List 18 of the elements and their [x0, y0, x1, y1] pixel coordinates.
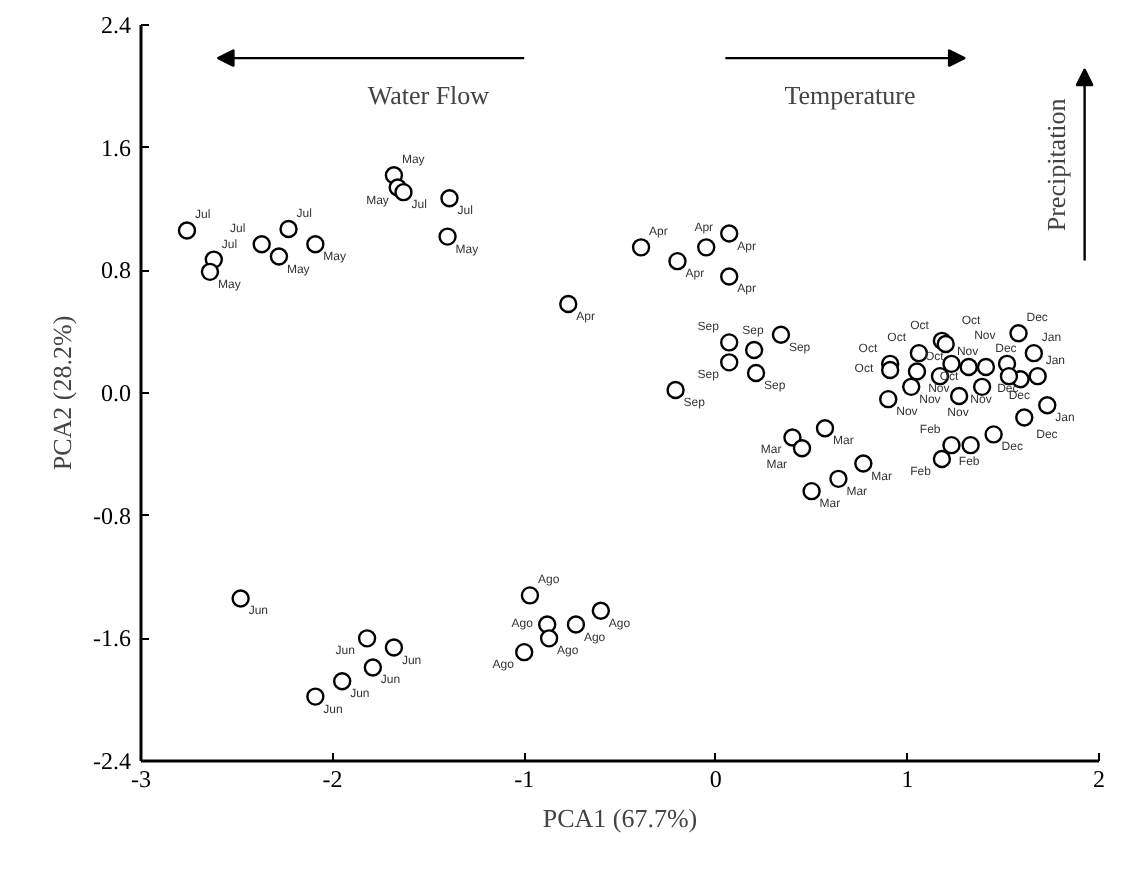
x-axis-title: PCA1 (67.7%) — [542, 803, 698, 833]
y-tick-label: 0.8 — [101, 256, 131, 285]
annotation: Temperature — [784, 79, 916, 110]
y-axis-title: PCA2 (28.2%) — [47, 315, 78, 471]
y-tick-label: -0.8 — [93, 501, 132, 530]
y-tick-label: -2.4 — [93, 747, 132, 775]
x-tick-label: 0 — [709, 765, 722, 793]
x-tick-label: -3 — [131, 765, 151, 793]
x-tick-label: -1 — [514, 765, 535, 793]
x-tick-label: 2 — [1093, 765, 1105, 793]
annotation: Water Flow — [367, 79, 491, 110]
y-tick-label: 1.6 — [101, 133, 131, 162]
annotation: Precipitation — [1040, 97, 1071, 232]
y-tick-label: 0.0 — [101, 379, 131, 407]
y-tick-label: -1.6 — [93, 624, 132, 653]
y-tick-label: 2.4 — [101, 11, 131, 39]
x-tick-label: 1 — [901, 765, 914, 793]
x-tick-label: -2 — [322, 765, 343, 793]
